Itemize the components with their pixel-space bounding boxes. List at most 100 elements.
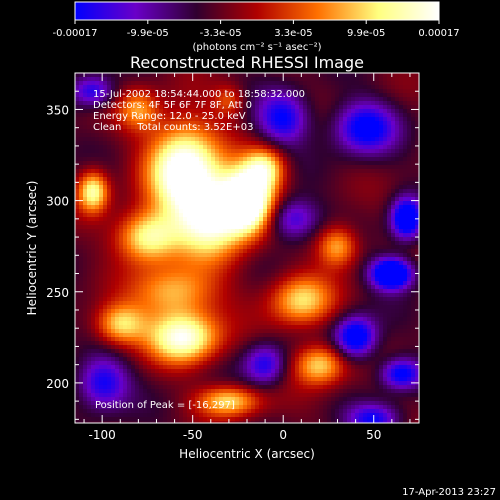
heatmap-cell — [247, 221, 252, 226]
heatmap-cell — [151, 205, 156, 210]
heatmap-cell — [95, 249, 100, 254]
heatmap-cell — [159, 121, 164, 126]
heatmap-cell — [291, 77, 296, 82]
heatmap-cell — [387, 113, 392, 118]
heatmap-cell — [163, 269, 168, 274]
heatmap-cell — [411, 217, 416, 222]
heatmap-cell — [347, 221, 352, 226]
heatmap-cell — [179, 265, 184, 270]
heatmap-cell — [143, 109, 148, 114]
heatmap-cell — [135, 285, 140, 290]
heatmap-cell — [335, 141, 340, 146]
heatmap-cell — [155, 145, 160, 150]
heatmap-cell — [335, 249, 340, 254]
heatmap-cell — [103, 229, 108, 234]
heatmap-cell — [87, 213, 92, 218]
heatmap-cell — [111, 213, 116, 218]
heatmap-cell — [167, 269, 172, 274]
heatmap-cell — [367, 97, 372, 102]
heatmap-cell — [311, 185, 316, 190]
heatmap-cell — [403, 129, 408, 134]
heatmap-cell — [415, 169, 419, 174]
heatmap-cell — [355, 97, 360, 102]
heatmap-cell — [307, 205, 312, 210]
heatmap-cell — [155, 141, 160, 146]
heatmap-cell — [171, 157, 176, 162]
heatmap-cell — [223, 89, 228, 94]
heatmap-cell — [347, 193, 352, 198]
heatmap-cell — [319, 101, 324, 106]
heatmap-cell — [271, 273, 276, 278]
heatmap-cell — [95, 193, 100, 198]
heatmap-cell — [335, 209, 340, 214]
heatmap-cell — [371, 233, 376, 238]
heatmap-cell — [155, 177, 160, 182]
heatmap-cell — [363, 205, 368, 210]
heatmap-cell — [375, 125, 380, 130]
heatmap-cell — [335, 189, 340, 194]
heatmap-cell — [227, 173, 232, 178]
heatmap-cell — [215, 137, 220, 142]
heatmap-cell — [191, 129, 196, 134]
heatmap-cell — [175, 165, 180, 170]
heatmap-cell — [123, 117, 128, 122]
heatmap-cell — [391, 165, 396, 170]
heatmap-cell — [367, 229, 372, 234]
heatmap-cell — [171, 237, 176, 242]
heatmap-cell — [299, 81, 304, 86]
heatmap-cell — [175, 113, 180, 118]
heatmap-cell — [275, 193, 280, 198]
heatmap-cell — [243, 233, 248, 238]
heatmap-cell — [231, 85, 236, 90]
heatmap-cell — [183, 197, 188, 202]
heatmap-cell — [127, 117, 132, 122]
heatmap-cell — [391, 297, 396, 302]
heatmap-cell — [171, 185, 176, 190]
heatmap-cell — [367, 189, 372, 194]
heatmap-cell — [231, 137, 236, 142]
heatmap-cell — [315, 121, 320, 126]
heatmap-cell — [187, 181, 192, 186]
heatmap-cell — [295, 105, 300, 110]
heatmap-cell — [79, 109, 84, 114]
heatmap-cell — [287, 81, 292, 86]
heatmap-cell — [119, 217, 124, 222]
heatmap-cell — [331, 129, 336, 134]
heatmap-cell — [203, 73, 208, 78]
heatmap-cell — [287, 213, 292, 218]
heatmap-cell — [111, 265, 116, 270]
heatmap-cell — [243, 169, 248, 174]
heatmap-cell — [231, 213, 236, 218]
heatmap-cell — [379, 297, 384, 302]
heatmap-cell — [147, 261, 152, 266]
heatmap-cell — [411, 265, 416, 270]
heatmap-cell — [179, 221, 184, 226]
heatmap-cell — [303, 113, 308, 118]
heatmap-cell — [199, 201, 204, 206]
heatmap-cell — [131, 281, 136, 286]
heatmap-cell — [335, 237, 340, 242]
heatmap-cell — [323, 185, 328, 190]
heatmap-cell — [219, 117, 224, 122]
heatmap-cell — [239, 109, 244, 114]
heatmap-cell — [127, 237, 132, 242]
heatmap-cell — [79, 161, 84, 166]
heatmap-cell — [163, 289, 168, 294]
heatmap-cell — [235, 165, 240, 170]
heatmap-cell — [123, 109, 128, 114]
heatmap-cell — [323, 109, 328, 114]
heatmap-cell — [307, 177, 312, 182]
heatmap-cell — [271, 149, 276, 154]
heatmap-cell — [271, 145, 276, 150]
heatmap-cell — [403, 225, 408, 230]
heatmap-cell — [347, 209, 352, 214]
heatmap-cell — [295, 253, 300, 258]
heatmap-cell — [323, 241, 328, 246]
heatmap-cell — [95, 221, 100, 226]
heatmap-cell — [355, 197, 360, 202]
heatmap-cell — [275, 189, 280, 194]
heatmap-cell — [367, 125, 372, 130]
heatmap-cell — [163, 301, 168, 306]
heatmap-cell — [79, 81, 84, 86]
heatmap-cell — [379, 137, 384, 142]
